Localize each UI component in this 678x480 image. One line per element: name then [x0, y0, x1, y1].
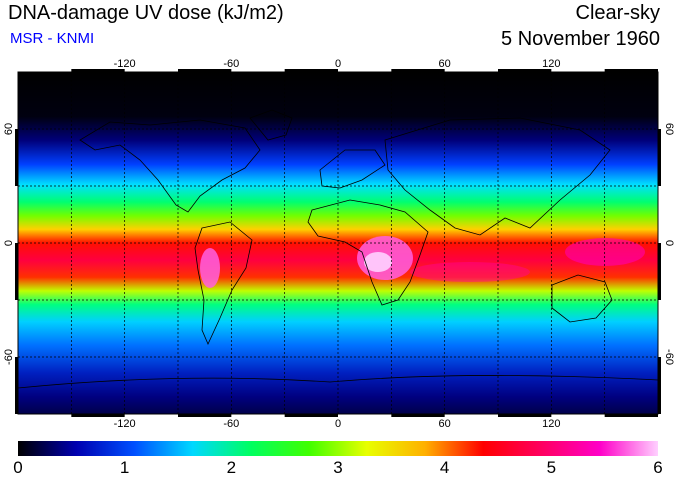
australia-outline	[551, 274, 613, 323]
frame-bar	[15, 243, 18, 300]
frame-bar	[71, 414, 125, 417]
colorbar-tick-label: 6	[653, 458, 663, 477]
longitude-tick-label: -60	[223, 418, 239, 430]
frame-bar	[15, 129, 18, 186]
latitude-tick-label: -60	[663, 349, 675, 365]
greenland-outline	[249, 109, 293, 141]
frame-bar	[391, 69, 445, 72]
frame-bars	[15, 69, 661, 417]
sky-condition-label: Clear-sky	[575, 2, 660, 24]
date-label: 5 November 1960	[501, 28, 660, 50]
latitude-tick-label: 0	[3, 240, 15, 246]
antarctica-outline	[18, 375, 658, 389]
map-title: DNA-damage UV dose (kJ/m2)	[8, 2, 284, 24]
colorbar	[18, 441, 658, 456]
source-label: MSR - KNMI	[10, 30, 95, 47]
frame-bar	[658, 357, 661, 414]
graticule	[18, 72, 658, 414]
longitude-tick-label: 0	[335, 418, 341, 430]
indian-ocean-band	[410, 262, 530, 282]
north-america-outline	[79, 119, 261, 213]
longitude-tick-label: 120	[542, 418, 560, 430]
longitude-tick-label: -120	[114, 58, 136, 70]
longitude-tick-label: -120	[114, 418, 136, 430]
latitude-ticks-right: 60 0 -60	[663, 123, 675, 365]
longitude-tick-label: 60	[439, 58, 451, 70]
longitude-ticks-bottom: -120 -60 0 60 120	[114, 418, 561, 430]
frame-bar	[71, 69, 125, 72]
colorbar-tick-label: 0	[13, 458, 23, 477]
latitude-tick-label: -60	[3, 349, 15, 365]
colorbar-tick-label: 5	[546, 458, 557, 477]
longitude-tick-label: -60	[223, 58, 239, 70]
longitude-tick-label: 0	[335, 58, 341, 70]
coastlines	[18, 109, 658, 389]
frame-bar	[391, 414, 445, 417]
frame-bar	[178, 414, 232, 417]
frame-bar	[15, 357, 18, 414]
latitude-ticks-left: 60 0 -60	[3, 123, 15, 365]
longitude-tick-label: 60	[439, 418, 451, 430]
frame-bar	[284, 69, 338, 72]
colorbar-tick-label: 4	[439, 458, 450, 477]
longitude-ticks-top: -120 -60 0 60 120	[114, 58, 561, 70]
frame-bar	[284, 414, 338, 417]
frame-bar	[498, 414, 552, 417]
africa-peak-core	[364, 252, 392, 272]
colorbar-tick-label: 2	[226, 458, 237, 477]
frame-bar	[178, 69, 232, 72]
colorbar-tick-label: 1	[119, 458, 130, 477]
latitude-tick-label: 60	[663, 123, 675, 135]
latitude-tick-label: 0	[663, 240, 675, 246]
frame-bar	[604, 69, 658, 72]
frame-bar	[604, 414, 658, 417]
south-america-outline	[194, 221, 253, 345]
latitude-tick-label: 60	[3, 123, 15, 135]
frame-bar	[658, 243, 661, 300]
frame-bar	[498, 69, 552, 72]
frame-bar	[658, 129, 661, 186]
andes-peak	[200, 248, 220, 288]
longitude-tick-label: 120	[542, 58, 560, 70]
asia-outline	[384, 117, 611, 236]
europe-outline	[319, 149, 386, 189]
colorbar-tick-label: 3	[333, 458, 343, 477]
